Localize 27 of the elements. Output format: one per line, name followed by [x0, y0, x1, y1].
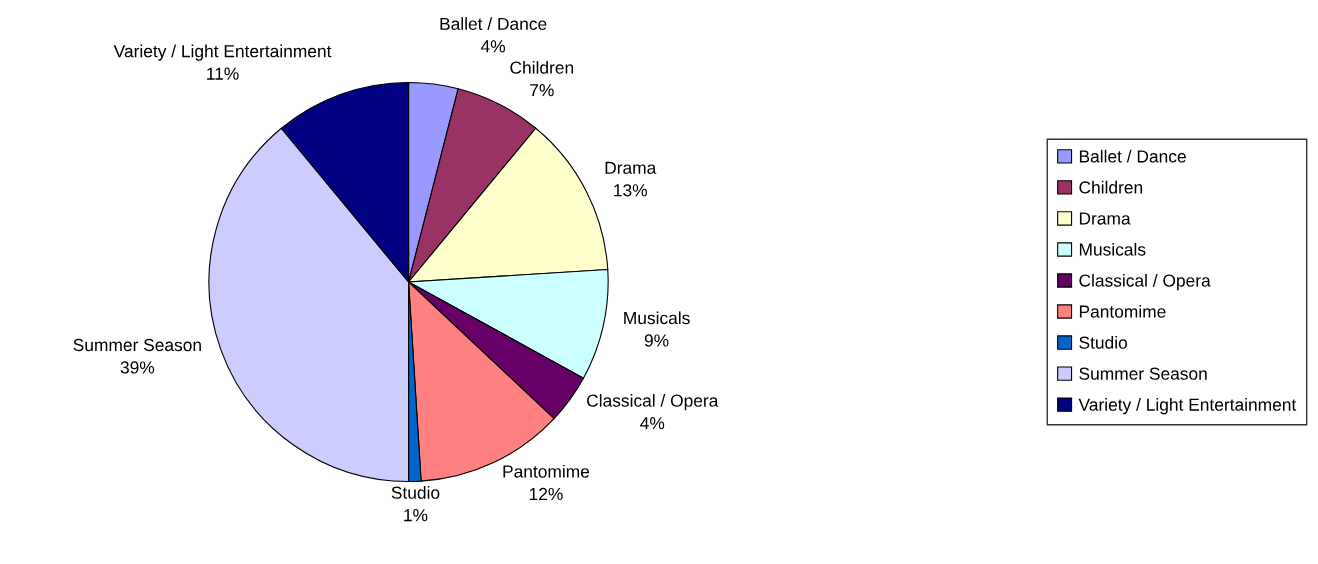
slice-label: Drama	[605, 161, 657, 174]
slice-label: Children	[510, 61, 574, 74]
slice-label: Pantomime	[503, 464, 590, 478]
slice-label: Variety / Light Entertainment	[113, 44, 332, 61]
legend-label: Classical / Opera	[1079, 273, 1211, 291]
legend-label: Variety / Light Entertainment	[1078, 398, 1297, 415]
data-label: 7%	[530, 84, 554, 97]
slice-label: Classical / Opera	[587, 394, 719, 411]
legend-label: Ballet / Dance	[1079, 149, 1186, 163]
slice-label: Ballet / Dance	[440, 17, 547, 31]
legend-label: Children	[1079, 180, 1143, 194]
data-label: 39%	[120, 361, 155, 374]
legend-label: Pantomime	[1079, 304, 1166, 318]
data-label: 13%	[614, 184, 647, 197]
legend-label: Summer Season	[1079, 367, 1207, 380]
legend-label: Drama	[1079, 212, 1131, 225]
data-label: 11%	[207, 67, 239, 80]
data-label: 1%	[404, 509, 428, 522]
data-label: 9%	[644, 334, 669, 347]
legend-label: Studio	[1079, 336, 1127, 349]
data-label: 4%	[480, 40, 506, 53]
slice-label: Musicals	[624, 311, 690, 325]
slice-label: Summer Season	[73, 338, 201, 352]
legend-label: Musicals	[1079, 242, 1146, 256]
slice-label: Studio	[391, 486, 440, 499]
data-label: 4%	[640, 417, 665, 430]
data-label: 12%	[529, 487, 563, 501]
